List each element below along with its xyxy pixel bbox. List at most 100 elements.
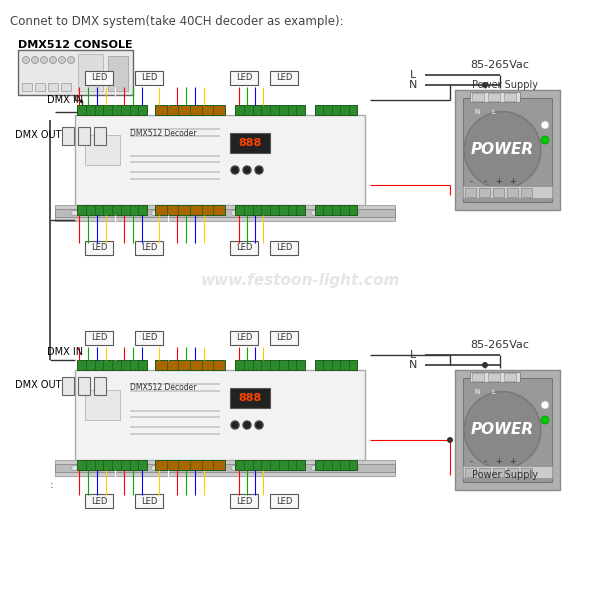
Ellipse shape (71, 211, 79, 215)
Bar (465, 188, 476, 197)
Text: DMX OUT: DMX OUT (15, 380, 62, 390)
Ellipse shape (311, 466, 319, 470)
Bar (521, 468, 532, 477)
Text: DMX512 CONSOLE: DMX512 CONSOLE (18, 40, 133, 50)
Bar (135, 71, 163, 85)
Text: N: N (475, 109, 479, 115)
Ellipse shape (111, 211, 119, 215)
Circle shape (464, 112, 541, 188)
Bar (488, 373, 500, 381)
Bar (130, 161, 220, 163)
Text: +: + (496, 457, 502, 467)
Ellipse shape (311, 211, 319, 215)
Bar (78, 54, 103, 91)
Circle shape (59, 56, 65, 64)
Bar (61, 83, 71, 91)
Bar (230, 331, 258, 345)
Text: :: : (50, 480, 54, 490)
Bar (270, 331, 298, 345)
Bar (230, 133, 270, 153)
Circle shape (41, 56, 47, 64)
Ellipse shape (351, 466, 359, 470)
Text: L: L (410, 350, 416, 360)
Bar (463, 186, 552, 198)
Bar (493, 188, 504, 197)
Text: Power Supply: Power Supply (472, 80, 538, 90)
Text: N: N (475, 389, 479, 395)
Bar (75, 370, 365, 460)
Bar (230, 494, 258, 508)
Circle shape (482, 82, 488, 88)
Bar (155, 360, 225, 370)
Text: DMX512 Decoder: DMX512 Decoder (130, 128, 197, 137)
Bar (155, 205, 225, 215)
Bar (270, 241, 298, 255)
Ellipse shape (191, 211, 199, 215)
Bar (55, 209, 395, 217)
Bar (504, 373, 516, 381)
Bar (235, 360, 305, 370)
Text: N: N (409, 360, 417, 370)
Bar (230, 71, 258, 85)
Text: -: - (484, 178, 487, 187)
Bar (85, 390, 120, 420)
Bar (94, 377, 106, 395)
Bar (35, 83, 45, 91)
Circle shape (231, 421, 239, 429)
Ellipse shape (351, 211, 359, 215)
Circle shape (255, 421, 263, 429)
Bar (62, 127, 74, 145)
Bar (235, 460, 305, 470)
Circle shape (49, 56, 56, 64)
Bar (470, 92, 520, 102)
Bar (521, 188, 532, 197)
Bar (85, 71, 113, 85)
Bar (77, 105, 147, 115)
Bar (135, 494, 163, 508)
Bar (85, 135, 120, 165)
Text: LED: LED (141, 244, 157, 253)
Text: LED: LED (91, 334, 107, 343)
Bar (315, 460, 357, 470)
Text: +: + (509, 457, 517, 467)
Bar (479, 188, 490, 197)
Text: +: + (509, 178, 517, 187)
Text: LED: LED (276, 497, 292, 505)
Text: DMX OUT: DMX OUT (15, 130, 62, 140)
Bar (270, 71, 298, 85)
Bar (75, 115, 365, 205)
Bar (85, 494, 113, 508)
Ellipse shape (71, 466, 79, 470)
Bar (235, 205, 305, 215)
Bar (493, 468, 504, 477)
Bar (108, 56, 128, 91)
Text: LED: LED (276, 334, 292, 343)
Circle shape (32, 56, 38, 64)
Bar (135, 241, 163, 255)
Ellipse shape (151, 466, 159, 470)
Bar (315, 360, 357, 370)
Text: L: L (410, 70, 416, 80)
Circle shape (541, 401, 549, 409)
Text: +: + (496, 178, 502, 187)
Text: LED: LED (141, 334, 157, 343)
Text: N: N (409, 80, 417, 90)
Text: LED: LED (276, 244, 292, 253)
Text: LED: LED (236, 497, 252, 505)
Bar (77, 205, 147, 215)
Bar (130, 135, 220, 137)
Bar (463, 466, 552, 478)
Circle shape (541, 416, 549, 424)
Bar (270, 494, 298, 508)
Bar (55, 217, 395, 221)
Text: 85-265Vac: 85-265Vac (470, 60, 529, 70)
Bar (22, 83, 32, 91)
Bar (77, 460, 147, 470)
Bar (463, 378, 552, 482)
Bar (155, 460, 225, 470)
Bar (130, 390, 220, 392)
Bar (315, 105, 357, 115)
Bar (55, 464, 395, 472)
Text: LED: LED (91, 244, 107, 253)
Ellipse shape (111, 466, 119, 470)
